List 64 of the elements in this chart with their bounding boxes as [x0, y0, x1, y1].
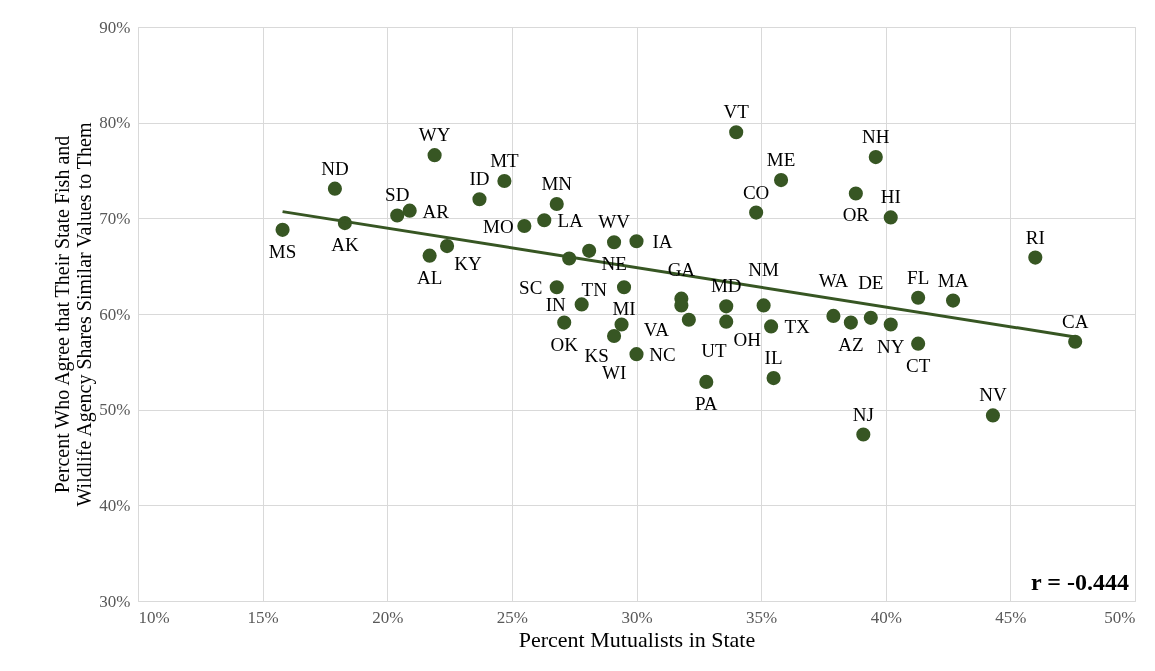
- x-tick-label: 45%: [995, 607, 1027, 627]
- x-tick-label: 35%: [746, 607, 778, 627]
- annotation: ND: [321, 157, 349, 179]
- annotation: NV: [979, 384, 1007, 406]
- annotation: NM: [748, 259, 780, 281]
- y-tick-label: 80%: [99, 113, 131, 133]
- annotation: OH: [733, 328, 762, 350]
- annotation: SD: [385, 184, 410, 206]
- annotation: NY: [877, 335, 905, 357]
- y-tick-label: 40%: [99, 495, 131, 515]
- y-tick-label: 60%: [99, 304, 131, 324]
- annotation: AL: [416, 266, 443, 288]
- annotation: VA: [643, 318, 670, 340]
- annotation: NJ: [852, 403, 874, 425]
- annotation: NH: [862, 126, 890, 148]
- annotation: MI: [612, 298, 636, 320]
- annotation: VT: [723, 101, 750, 123]
- annotation: ME: [766, 149, 796, 171]
- x-axis-title: Percent Mutualists in State: [518, 626, 756, 652]
- annotation: IA: [652, 231, 673, 253]
- y-axis-title: Percent Who Agree that Their State Fish and Wildlife Agency Shares Similar Values to Them: [51, 122, 97, 507]
- annotation: UT: [701, 339, 727, 361]
- annotation: WY: [418, 124, 451, 146]
- annotation: RI: [1025, 226, 1045, 248]
- annotation: PA: [695, 392, 718, 414]
- x-tick-label: 10%: [138, 607, 170, 627]
- annotation: WV: [598, 210, 631, 232]
- x-tick-label: 20%: [372, 607, 404, 627]
- annotation: AK: [331, 234, 359, 256]
- annotation: MA: [937, 269, 969, 291]
- annotation: MT: [490, 150, 520, 172]
- annotation: AR: [422, 200, 450, 222]
- annotation: NC: [649, 344, 676, 366]
- annotation: TX: [784, 316, 811, 338]
- annotation: LA: [557, 210, 584, 232]
- y-tick-label: 50%: [99, 400, 131, 420]
- annotation: AZ: [838, 333, 864, 355]
- annotation: CO: [742, 181, 770, 203]
- annotation: ID: [469, 168, 490, 190]
- annotation: MN: [541, 172, 573, 194]
- x-tick-label: 50%: [1104, 607, 1136, 627]
- x-tick-label: 30%: [621, 607, 653, 627]
- annotation: MS: [268, 240, 297, 262]
- annotation: WA: [818, 269, 849, 291]
- annotation: IL: [764, 347, 783, 369]
- x-tick-label: 15%: [247, 607, 279, 627]
- y-tick-label: 30%: [99, 591, 131, 611]
- annotation: CT: [906, 354, 931, 376]
- y-tick-label: 70%: [99, 208, 131, 228]
- x-tick-label: 25%: [496, 607, 528, 627]
- annotation: CA: [1061, 310, 1089, 332]
- annotation: TN: [581, 278, 608, 300]
- y-tick-label: 90%: [99, 17, 131, 37]
- annotation: KY: [454, 253, 483, 275]
- annotation: r = -0.444: [1031, 569, 1129, 595]
- annotation: FL: [907, 266, 930, 288]
- annotation: SC: [519, 277, 543, 299]
- annotation: DE: [858, 271, 884, 293]
- annotation: IN: [545, 294, 566, 316]
- annotation: MO: [483, 215, 514, 237]
- x-tick-label: 40%: [870, 607, 902, 627]
- annotation: HI: [880, 186, 901, 208]
- annotation: OK: [550, 333, 579, 355]
- annotation: OR: [842, 204, 870, 226]
